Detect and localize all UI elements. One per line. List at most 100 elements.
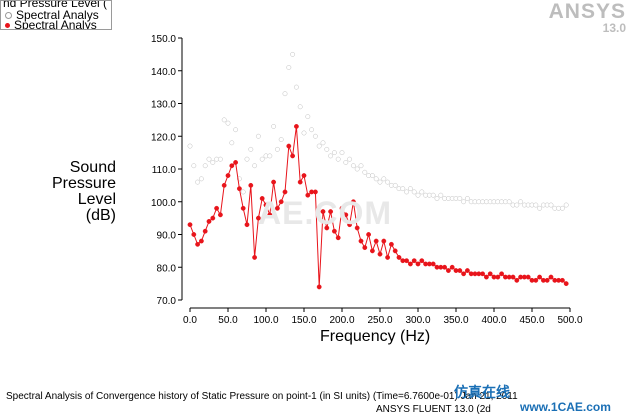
series-red-point [449, 264, 455, 270]
series-red-point [381, 238, 387, 244]
series-white-point [563, 202, 569, 208]
series-white-point [381, 176, 387, 182]
caption: Spectral Analysis of Convergence history… [6, 391, 518, 402]
series-red-point [537, 274, 542, 280]
series-red-point [415, 261, 421, 267]
series-white-point [244, 156, 250, 162]
series-white-point [309, 127, 314, 133]
series-red-point [252, 255, 258, 260]
series-white-point [461, 199, 466, 205]
y-tick-label: 150.0 [151, 34, 176, 45]
series-red-point [290, 153, 295, 159]
series-white-point [369, 173, 375, 178]
series-red-point [442, 264, 447, 270]
legend-marker-red [5, 23, 10, 29]
legend-entry-white: Spectral Analys [5, 9, 99, 21]
series-red-point [533, 277, 539, 283]
series-line-red [189, 126, 567, 287]
series-red-point [202, 228, 208, 234]
series-white-point [324, 146, 330, 152]
x-tick-label: 250.0 [367, 315, 392, 326]
y-axis-label-line: Level [77, 191, 116, 208]
series-white-point [350, 163, 356, 169]
series-white-point [373, 176, 379, 182]
series-red-point [464, 268, 470, 273]
series-red-point [286, 143, 292, 149]
series-white-point [434, 196, 440, 201]
x-tick-label: 100.0 [253, 315, 278, 326]
series-white-point [210, 160, 216, 165]
series-red-point [362, 245, 368, 251]
series-red-point [255, 215, 261, 221]
series-white-point [385, 179, 390, 185]
series-red-point [229, 163, 235, 169]
series-white-point [240, 189, 246, 195]
series-red-point [267, 212, 273, 218]
logo-version: 13.0 [602, 21, 626, 35]
series-red-point [259, 196, 265, 201]
x-tick-label: 0.0 [183, 315, 197, 326]
series-red-point [347, 222, 352, 228]
watermark: AE.COM [258, 195, 392, 231]
series-white-point [252, 163, 258, 169]
series-white-point [400, 186, 406, 192]
series-red-point [312, 189, 318, 195]
series-white-point [320, 140, 326, 146]
legend-box: nd Pressure Level ( Spectral Analys Spec… [0, 0, 112, 30]
series-red-point [343, 212, 349, 218]
series-white-point [518, 199, 523, 205]
series-red-point [210, 215, 216, 221]
legend-entry-red: Spectral Analys [5, 19, 97, 29]
series-white-point [560, 205, 565, 211]
series-red-point [388, 241, 394, 247]
series-red-point [461, 271, 466, 277]
series-white-point [278, 137, 284, 142]
x-tick-label: 50.0 [218, 315, 238, 326]
site-logo-text: 仿真在线 [454, 384, 510, 400]
series-red-point [487, 271, 493, 277]
series-red-point [198, 238, 204, 244]
series-red-point [191, 232, 197, 237]
series-white-point [305, 114, 311, 120]
series-red-point [339, 205, 345, 211]
series-red-point [499, 271, 504, 277]
x-tick-label: 350.0 [443, 315, 468, 326]
series-white-point [274, 146, 280, 152]
series-red-point [278, 199, 284, 205]
series-white-point [195, 179, 201, 185]
series-red-point [263, 202, 269, 208]
series-red-point [385, 255, 390, 260]
y-tick-label: 120.0 [151, 132, 176, 143]
series-white-point [290, 51, 295, 57]
series-white-point [191, 163, 197, 169]
series-red-point [217, 212, 223, 218]
series-red-point [271, 179, 276, 185]
series-red-point [358, 238, 364, 244]
series-white-point [537, 205, 542, 211]
series-white-point [457, 196, 463, 201]
y-tick-label: 140.0 [151, 67, 176, 78]
series-red-point [214, 205, 220, 211]
series-white-point [233, 127, 239, 133]
series-white-point [404, 189, 409, 195]
series-white-point [198, 176, 204, 182]
y-tick-label: 110.0 [152, 165, 177, 176]
series-red-point [407, 261, 413, 267]
series-red-point [369, 248, 375, 254]
series-red-point [560, 277, 565, 283]
series-red-point [377, 251, 383, 257]
series-red-point [366, 232, 371, 237]
series-red-point [457, 268, 463, 273]
series-white-point [229, 140, 235, 146]
series-red-point [293, 124, 299, 129]
y-tick-label: 100.0 [151, 198, 176, 209]
series-red-point [411, 258, 417, 264]
y-tick-label: 80.0 [157, 263, 177, 274]
series-white-point [202, 163, 208, 169]
series-white-point [362, 169, 368, 175]
series-white-point [267, 153, 273, 159]
y-axis-label-line: (dB) [85, 207, 116, 224]
series-red-point [236, 186, 242, 192]
series-red-point [430, 261, 436, 267]
